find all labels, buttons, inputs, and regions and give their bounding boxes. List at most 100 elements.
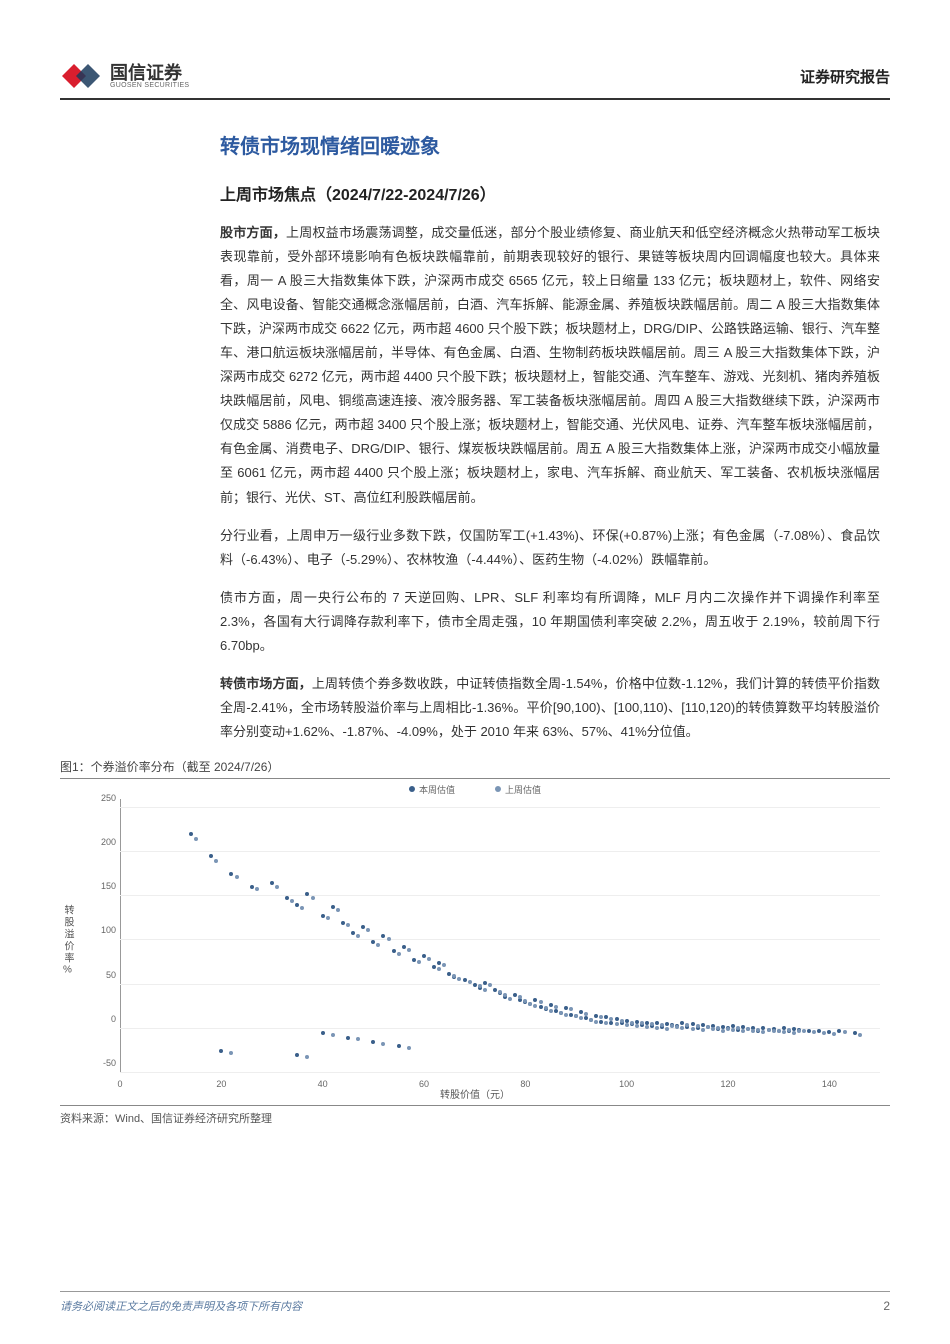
paragraph-bond: 债市方面，周一央行公布的 7 天逆回购、LPR、SLF 利率均有所调降，MLF …	[220, 586, 880, 658]
scatter-point	[579, 1010, 583, 1014]
scatter-point	[371, 940, 375, 944]
y-tick-label: -50	[90, 1058, 116, 1068]
scatter-point	[645, 1025, 649, 1029]
legend-dot-icon	[409, 786, 415, 792]
scatter-point	[609, 1021, 613, 1025]
scatter-point	[488, 983, 492, 987]
scatter-point	[736, 1026, 740, 1030]
scatter-point	[402, 945, 406, 949]
figure-caption: 图1：个券溢价率分布（截至 2024/7/26）	[60, 758, 890, 779]
scatter-point	[599, 1015, 603, 1019]
scatter-point	[584, 1012, 588, 1016]
scatter-point	[787, 1028, 791, 1032]
x-tick-label: 20	[216, 1079, 226, 1089]
x-tick-label: 40	[318, 1079, 328, 1089]
legend-item-prev: 上周估值	[495, 783, 541, 796]
legend-dot-icon	[495, 786, 501, 792]
scatter-point	[630, 1021, 634, 1025]
main-title: 转债市场现情绪回暖迹象	[220, 130, 880, 159]
scatter-point	[336, 908, 340, 912]
scatter-point	[777, 1029, 781, 1033]
scatter-point	[295, 1053, 299, 1057]
scatter-point	[463, 978, 467, 982]
scatter-point	[351, 931, 355, 935]
sub-title: 上周市场焦点（2024/7/22-2024/7/26）	[220, 181, 880, 205]
scatter-point	[331, 1033, 335, 1037]
company-name-cn: 国信证券	[110, 64, 189, 82]
scatter-point	[214, 859, 218, 863]
scatter-point	[761, 1030, 765, 1034]
scatter-point	[300, 906, 304, 910]
y-axis-label: 转股溢价率%	[60, 904, 75, 977]
scatter-point	[675, 1025, 679, 1029]
scatter-point	[397, 952, 401, 956]
scatter-point	[599, 1020, 603, 1024]
scatter-point	[528, 1002, 532, 1006]
scatter-point	[275, 885, 279, 889]
scatter-point	[518, 995, 522, 999]
scatter-point	[397, 1044, 401, 1048]
content-column: 转债市场现情绪回暖迹象 上周市场焦点（2024/7/22-2024/7/26） …	[220, 130, 880, 744]
scatter-point	[305, 892, 309, 896]
scatter-point	[533, 1004, 537, 1008]
page-number: 2	[883, 1299, 890, 1313]
paragraph-stock: 股市方面，上周权益市场震荡调整，成交量低迷，部分个股业绩修复、商业航天和低空经济…	[220, 221, 880, 510]
scatter-point	[427, 957, 431, 961]
scatter-point	[285, 896, 289, 900]
scatter-point	[767, 1028, 771, 1032]
scatter-chart: 本周估值 上周估值 转股溢价率% 转股价值（元） -50050100150200…	[60, 781, 890, 1101]
scatter-point	[219, 1049, 223, 1053]
y-axis-line	[120, 799, 121, 1073]
p4-lead: 转债市场方面，	[220, 676, 312, 691]
scatter-point	[361, 925, 365, 929]
scatter-point	[625, 1023, 629, 1027]
y-tick-label: 200	[90, 837, 116, 847]
scatter-point	[822, 1031, 826, 1035]
scatter-point	[503, 993, 507, 997]
scatter-point	[442, 963, 446, 967]
scatter-point	[782, 1030, 786, 1034]
report-type-label: 证券研究报告	[800, 66, 890, 87]
scatter-point	[468, 980, 472, 984]
scatter-point	[229, 872, 233, 876]
scatter-point	[756, 1028, 760, 1032]
p1-body: 上周权益市场震荡调整，成交量低迷，部分个股业绩修复、商业航天和低空经济概念火热带…	[220, 225, 880, 505]
scatter-point	[731, 1028, 735, 1032]
y-tick-label: 50	[90, 970, 116, 980]
scatter-point	[539, 1005, 543, 1009]
scatter-point	[843, 1030, 847, 1034]
company-logo: 国信证券 GUOSEN SECURITIES	[60, 60, 189, 92]
scatter-point	[594, 1014, 598, 1018]
scatter-point	[523, 999, 527, 1003]
scatter-point	[381, 1042, 385, 1046]
grid-line	[120, 895, 880, 896]
paragraph-cb: 转债市场方面，上周转债个券多数收跌，中证转债指数全周-1.54%，价格中位数-1…	[220, 672, 880, 744]
scatter-point	[549, 1009, 553, 1013]
scatter-point	[620, 1019, 624, 1023]
scatter-point	[853, 1031, 857, 1035]
scatter-point	[655, 1021, 659, 1025]
scatter-point	[478, 984, 482, 988]
scatter-point	[792, 1031, 796, 1035]
scatter-point	[802, 1029, 806, 1033]
scatter-point	[432, 965, 436, 969]
scatter-point	[680, 1021, 684, 1025]
y-tick-label: 150	[90, 881, 116, 891]
scatter-point	[832, 1032, 836, 1036]
scatter-point	[584, 1016, 588, 1020]
scatter-point	[392, 949, 396, 953]
grid-line	[120, 939, 880, 940]
scatter-point	[376, 943, 380, 947]
y-tick-label: 100	[90, 925, 116, 935]
plot-area: -50050100150200250020406080100120140	[120, 799, 880, 1073]
scatter-point	[346, 1036, 350, 1040]
scatter-point	[615, 1022, 619, 1026]
scatter-point	[533, 998, 537, 1002]
scatter-point	[827, 1030, 831, 1034]
scatter-point	[680, 1026, 684, 1030]
scatter-point	[635, 1020, 639, 1024]
scatter-point	[812, 1030, 816, 1034]
scatter-point	[594, 1020, 598, 1024]
scatter-point	[741, 1025, 745, 1029]
company-name-en: GUOSEN SECURITIES	[110, 82, 189, 89]
